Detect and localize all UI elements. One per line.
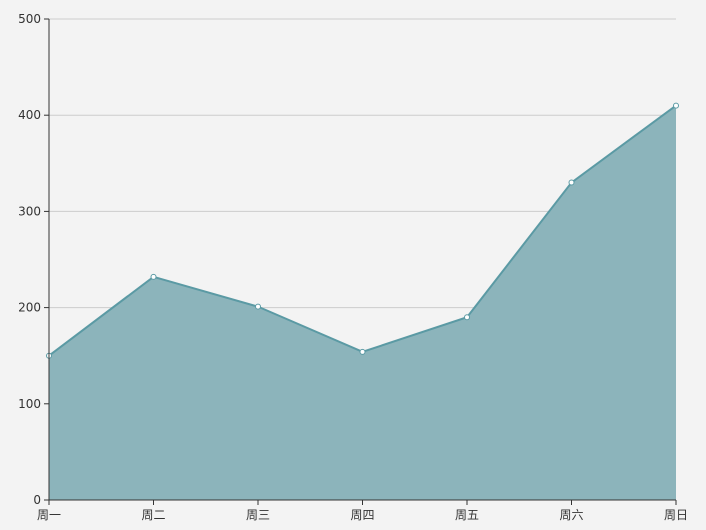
data-point[interactable]: [359, 348, 366, 355]
y-tick-label: 400: [18, 108, 41, 122]
data-point[interactable]: [255, 303, 261, 310]
y-tick-label: 200: [18, 301, 41, 315]
x-tick-label: 周二: [141, 508, 165, 522]
x-tick-label: 周五: [455, 508, 479, 522]
x-tick-label: 周一: [37, 508, 61, 522]
x-tick-label: 周日: [664, 508, 688, 522]
y-tick-label: 300: [18, 204, 41, 218]
x-tick-label: 周四: [350, 508, 374, 522]
x-axis-ticks: 周一 周二 周三 周四 周五 周六 周日: [37, 500, 688, 522]
y-tick-label: 500: [18, 12, 41, 26]
x-tick-label: 周三: [246, 508, 270, 522]
data-point[interactable]: [568, 179, 575, 186]
y-tick-label: 100: [18, 397, 41, 411]
data-point[interactable]: [150, 273, 157, 280]
data-point[interactable]: [464, 314, 470, 321]
y-tick-label: 0: [33, 493, 41, 507]
y-axis-ticks: 0 100 200 300 400 500: [18, 12, 49, 507]
data-point[interactable]: [673, 102, 679, 109]
series-area: [49, 105, 676, 500]
data-points: [46, 102, 679, 359]
x-tick-label: 周六: [559, 508, 583, 522]
